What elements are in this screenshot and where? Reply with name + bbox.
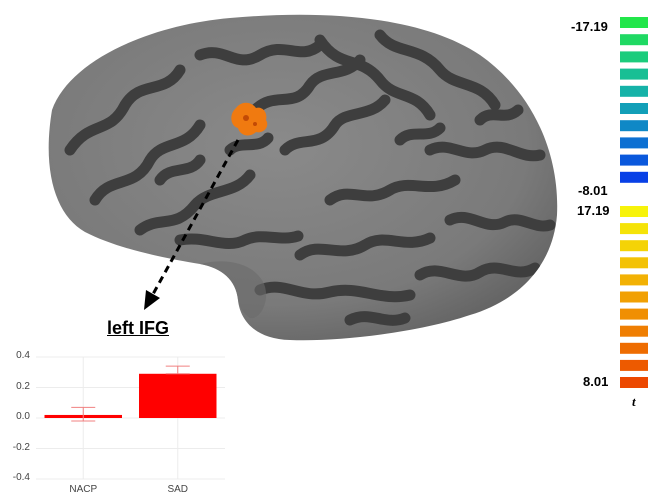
colorbar-swatch [620, 274, 648, 286]
bar-sad [139, 373, 217, 418]
roi-title: left IFG [107, 318, 169, 338]
colorbar-swatch [620, 359, 648, 371]
x-category-label: NACP [69, 484, 98, 495]
colorbar-swatch [620, 137, 648, 149]
colorbar-positive-bottom-label: 8.01 [583, 374, 609, 389]
colorbar-swatch [620, 120, 648, 132]
colorbar-swatch [620, 171, 648, 183]
colorbar-positive-top-label: 17.19 [577, 203, 610, 218]
y-tick-label: 0.0 [16, 411, 30, 422]
colorbar-negative-top-label: -17.19 [571, 19, 608, 34]
colorbar-swatch [620, 342, 648, 354]
colorbar-swatch [620, 68, 648, 80]
colorbar-swatch [620, 154, 648, 166]
inflated-brain-surface [48, 14, 558, 341]
colorbar-swatch [620, 206, 648, 217]
colorbar-unit-label: t [632, 394, 636, 409]
activation-cluster [231, 102, 268, 136]
colorbar-negative-bottom-label: -8.01 [578, 183, 608, 198]
colorbar-swatch [620, 291, 648, 303]
colorbar-swatch [620, 308, 648, 320]
colorbar-swatch [620, 257, 648, 269]
colorbar-swatch [620, 17, 648, 28]
colorbar-swatch [620, 325, 648, 337]
y-tick-label: -0.4 [12, 472, 30, 483]
colorbar-swatch [620, 240, 648, 252]
x-category-label: SAD [167, 484, 189, 495]
colorbar-swatch [620, 103, 648, 114]
sulci-pattern [64, 29, 556, 326]
colorbar-swatch [620, 34, 648, 46]
y-tick-label: 0.4 [16, 350, 30, 361]
positive-colorbar [620, 206, 648, 388]
dashed-arrow [144, 139, 240, 310]
colorbar-swatch [620, 51, 648, 63]
y-tick-label: -0.2 [12, 441, 30, 453]
colorbar-swatch [620, 377, 648, 388]
roi-bar-chart [36, 356, 225, 480]
y-tick-label: 0.2 [16, 380, 30, 392]
colorbar-swatch [620, 85, 648, 97]
colorbar-swatch [620, 223, 648, 235]
negative-colorbar [620, 17, 648, 183]
